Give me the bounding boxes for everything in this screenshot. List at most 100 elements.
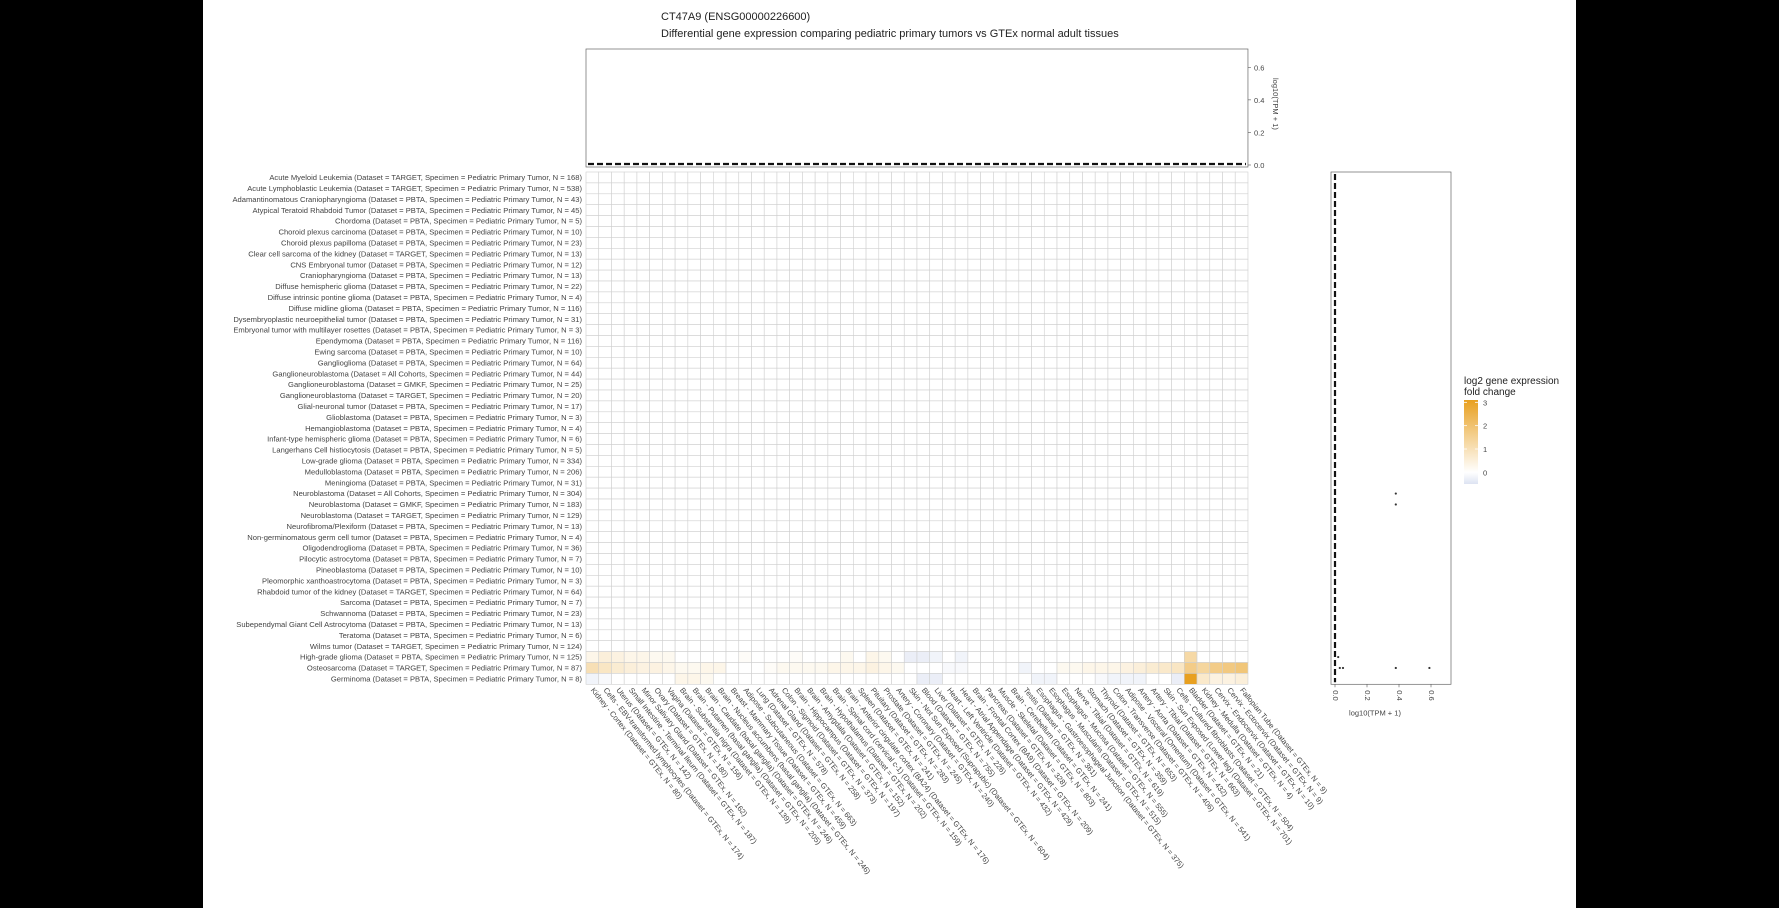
heatmap-cell [967,673,981,685]
heatmap-cell [611,378,625,391]
heatmap-cell [1094,237,1109,249]
heatmap-cell [674,651,689,663]
heatmap-cell [712,411,727,423]
heatmap-cell [1158,465,1172,478]
heatmap-cell [623,215,638,227]
heatmap-cell [598,356,612,369]
heatmap-cell [827,335,841,347]
heatmap-cell [993,520,1007,532]
heatmap-cell [980,400,994,413]
heatmap-cell [1209,269,1223,282]
heatmap-cell [725,444,740,456]
heatmap-cell [1184,640,1198,652]
heatmap-cell [611,313,625,325]
heatmap-cell [1209,596,1223,609]
heatmap-cell [725,455,740,467]
heatmap-cell [853,269,867,282]
heatmap-cell [1222,476,1236,489]
heatmap-cell [1018,509,1032,522]
heatmap-cell [789,335,803,347]
heatmap-cell [1018,182,1032,195]
heatmap-cell [1145,651,1160,663]
heatmap-cell [585,487,600,500]
heatmap-cell [763,378,778,391]
heatmap-cell [993,389,1007,402]
heatmap-cell [712,356,727,369]
heatmap-cell [1082,531,1096,543]
heatmap-cell [980,182,994,195]
heatmap-cell [916,553,931,565]
heatmap-cell [1133,237,1147,249]
heatmap-cell [1196,324,1211,336]
heatmap-cell [712,509,727,522]
heatmap-cell [1005,226,1020,238]
heatmap-cell [1018,662,1032,674]
heatmap-cell [776,204,790,216]
heatmap-cell [891,346,905,358]
heatmap-cell [993,215,1007,227]
heatmap-cell [1094,444,1109,456]
heatmap-cell [891,182,905,195]
heatmap-cell [1133,335,1147,347]
heatmap-cell [1209,455,1223,467]
heatmap-cell [980,531,994,543]
heatmap-cell [1082,237,1096,249]
heatmap-cell [802,476,816,489]
heatmap-cell [611,564,625,576]
heatmap-cell [954,215,969,227]
heatmap-cell [636,215,650,227]
heatmap-cell [1196,215,1211,227]
heatmap-cell [763,302,778,314]
heatmap-cell [700,269,714,282]
heatmap-cell [687,651,701,663]
heatmap-cell [1120,378,1134,391]
heatmap-cell [674,433,689,445]
heatmap-cell [1082,574,1096,587]
heatmap-cell [1158,204,1172,216]
heatmap-cell [763,422,778,434]
heatmap-cell [942,422,956,434]
heatmap-cell [1056,269,1071,282]
heatmap-cell [687,444,701,456]
heatmap-cell [687,193,701,206]
heatmap-cell [980,564,994,576]
heatmap-cell [1145,389,1160,402]
heatmap-cell [789,455,803,467]
heatmap-cell [1171,542,1185,554]
heatmap-cell [865,433,880,445]
heatmap-cell [853,574,867,587]
heatmap-cell [865,171,880,184]
heatmap-cell [802,455,816,467]
heatmap-cell [585,226,600,238]
heatmap-cell [1184,280,1198,293]
heatmap-cell [929,226,943,238]
heatmap-cell [1222,291,1236,304]
heatmap-cell [1018,193,1032,206]
heatmap-cell [903,509,918,522]
heatmap-cell [967,433,981,445]
heatmap-cell [674,520,689,532]
heatmap-cell [1031,662,1045,674]
heatmap-cell [687,269,701,282]
row-label: Pineoblastoma (Dataset = PBTA, Specimen … [316,565,582,574]
heatmap-cell [623,542,638,554]
heatmap-cell [1043,673,1058,685]
heatmap-cell [1234,585,1249,598]
heatmap-cell [1120,640,1134,652]
heatmap-cell [751,455,765,467]
heatmap-cell [1209,498,1223,511]
heatmap-cell [623,378,638,391]
heatmap-cell [942,465,956,478]
heatmap-cell [585,542,600,554]
heatmap-cell [929,400,943,413]
heatmap-cell [980,509,994,522]
heatmap-cell [1222,509,1236,522]
heatmap-cell [611,465,625,478]
heatmap-cell [942,542,956,554]
heatmap-cell [903,389,918,402]
heatmap-cell [789,498,803,511]
heatmap-cell [903,433,918,445]
heatmap-cell [1056,237,1071,249]
heatmap-cell [776,248,790,260]
heatmap-cell [611,182,625,195]
